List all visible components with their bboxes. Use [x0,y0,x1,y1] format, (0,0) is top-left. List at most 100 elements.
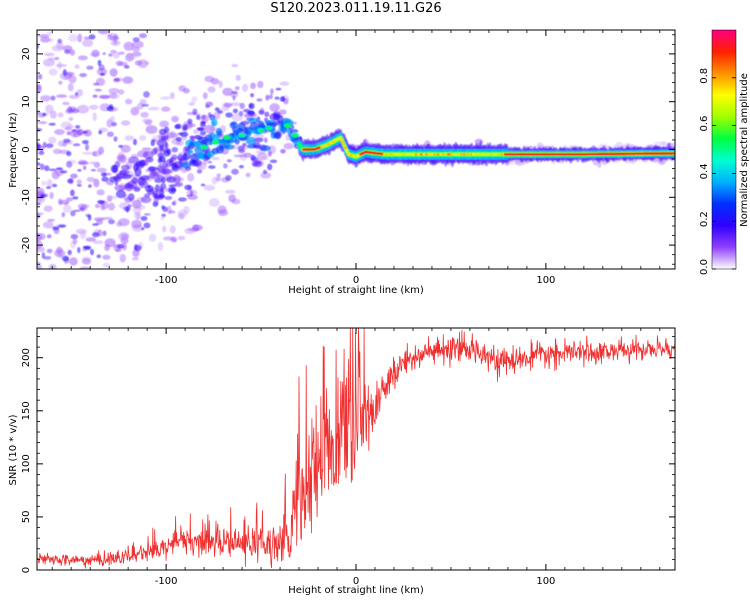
spectrogram-cell [185,166,192,171]
spectrogram-cell [41,180,47,186]
spectrogram-cell [57,38,63,44]
spectrogram-cell [199,131,206,136]
spectrogram-cell [140,196,152,204]
spectrogram-cell [54,129,65,135]
spectrogram-cell [254,160,262,167]
spectrogram-x-tick-label: 100 [536,275,555,286]
spectrogram-cell [85,143,90,151]
spectrogram-cell [162,225,167,233]
spectrogram-cell [154,178,163,184]
colorbar-tick-label: 0.4 [699,163,710,179]
spectrogram-cell [96,254,102,259]
spectrogram-cell [167,205,172,215]
spectrogram-cell [79,230,86,240]
spectrogram-cell [133,106,139,112]
spectrogram-cell [83,36,91,40]
spectrogram-cell [134,244,138,250]
snr-x-ticks: -100 0 100 [51,328,661,587]
spectrogram-cell [274,131,282,140]
spectrogram-cell [48,136,57,144]
spectrogram-cell [629,159,637,164]
spectrogram-cell [153,147,158,154]
spectrogram-cell [250,82,256,90]
spectrogram-cell [82,130,89,134]
spectrogram-cell [196,114,201,120]
spectrogram-cell [269,159,278,164]
spectrogram-cell [127,193,135,201]
spectrogram-cell [104,238,116,248]
spectrogram-cell [240,134,245,137]
snr-y-tick-label: 150 [21,401,32,420]
spectrogram-cell [214,107,220,112]
spectrogram-cell [46,31,54,35]
spectrogram-cell [165,163,173,167]
spectrogram-cell [178,212,185,220]
spectrogram-cell [191,96,198,103]
spectrogram-cell [224,189,236,194]
spectrogram-y-tick-label: -10 [21,189,32,205]
spectrogram-cell [77,33,83,43]
spectrogram-cell [57,112,64,118]
spectrogram-cell [343,144,347,148]
spectrogram-cell [279,81,290,86]
spectrogram-cell [77,203,87,210]
snr-series-line [37,328,675,569]
spectrogram-cell [37,143,42,149]
spectrogram-cell [94,203,100,209]
spectrogram-cell [73,209,81,213]
spectrogram-cell [43,205,53,212]
spectrogram-cell [70,234,79,240]
spectrogram-cell [168,184,177,187]
snr-y-tick-label: 50 [21,511,32,524]
spectrogram-cell [131,40,144,49]
spectrogram-cell [262,169,268,175]
spectrogram-cell [201,121,206,126]
spectrogram-cell [108,33,119,41]
spectrogram-cell [142,150,154,159]
spectrogram-marks [37,30,675,269]
spectrogram-cell [246,110,255,115]
spectrogram-cell [240,120,250,125]
spectrogram-cell [77,169,82,172]
spectrogram-cell [111,122,117,127]
spectrogram-cell [223,163,228,169]
colorbar: 0.0 0.2 0.4 0.6 0.8 Normalized spectral ampl… [699,29,750,275]
spectrogram-cell [170,236,177,243]
spectrogram-cell [131,177,138,185]
spectrogram-cell [147,106,160,111]
spectrogram-cell [132,256,139,261]
spectrogram-cell [160,96,171,100]
spectrogram-cell [140,111,149,118]
snr-y-tick-label: 100 [21,454,32,473]
spectrogram-cell [117,244,124,249]
spectrogram-cell [51,45,64,52]
spectrogram-cell [55,56,60,61]
spectrogram-cell [68,117,74,121]
snr-y-tick-label: 0 [21,567,32,573]
spectrogram-cell [283,142,294,150]
spectrogram-cell [42,38,54,42]
spectrogram-cell [46,248,53,254]
spectrogram-cell [76,179,82,185]
spectrogram-cell [61,255,70,262]
spectrogram-cell [189,190,194,196]
spectrogram-cell [119,169,130,175]
spectrogram-cell [342,142,346,146]
spectrogram-cell [98,200,106,205]
spectrogram-cell [151,138,157,143]
spectrogram-cell [203,124,216,134]
spectrogram-cell [142,118,153,124]
spectrogram-cell [141,147,152,151]
spectrogram-cell [62,138,71,143]
spectrogram-cell [101,176,109,182]
spectrogram-cell [37,246,45,253]
spectrogram-cell [245,136,256,145]
spectrogram-cell [67,249,72,256]
spectrogram-cell [61,212,66,218]
spectrogram-cell [266,126,271,130]
spectrogram-cell [242,83,249,92]
spectrogram-cell [174,124,181,130]
spectrogram-cell [238,110,244,117]
spectrogram-cell [68,34,78,42]
spectrogram-cell [161,213,166,218]
